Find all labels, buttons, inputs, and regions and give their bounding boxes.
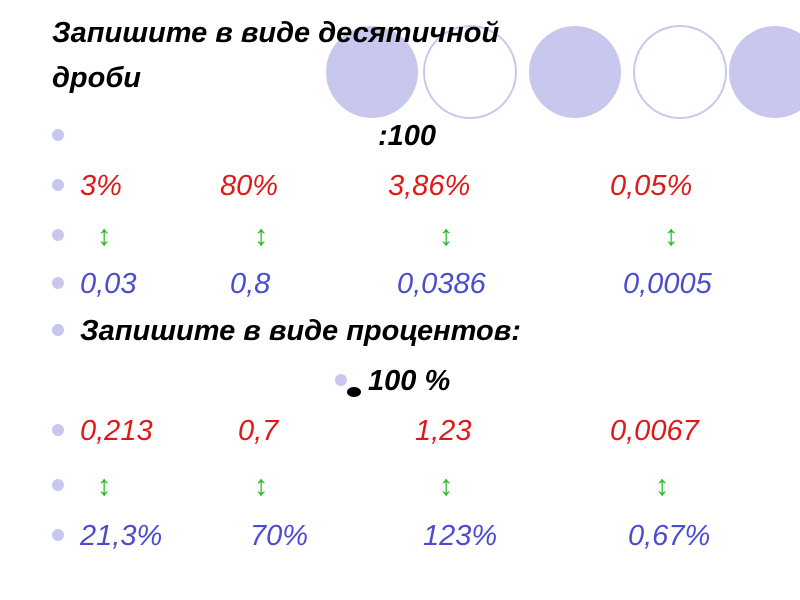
arrow: ↕ (97, 470, 112, 502)
arrow: ↕ (655, 470, 670, 502)
bullet (52, 324, 64, 336)
percent: 21,3% (79, 520, 162, 552)
circle (423, 25, 517, 119)
decimal: 0,7 (238, 415, 280, 447)
circle (729, 26, 800, 118)
bullet (52, 229, 64, 241)
title: Запишите в виде десятичной (52, 17, 499, 49)
arrow: ↕ (97, 220, 112, 252)
title: дроби (52, 62, 141, 94)
percent: 3,86% (388, 170, 470, 202)
arrow: ↕ (664, 220, 679, 252)
decimal: 0,8 (230, 268, 270, 300)
rule: 100 % (368, 365, 450, 397)
decimal: 0,0067 (610, 415, 701, 447)
circle (326, 26, 418, 118)
decimal: 0,0386 (397, 268, 487, 300)
percent: 0,05% (610, 170, 692, 202)
bullet (52, 277, 64, 289)
decoration (326, 25, 800, 119)
bullet (52, 479, 64, 491)
decimal: 1,23 (415, 415, 471, 447)
decimal: 0,03 (80, 268, 136, 300)
percent: 70% (250, 520, 308, 552)
bullet (52, 129, 64, 141)
arrow: ↕ (439, 470, 454, 502)
bullets (52, 129, 361, 541)
decimal: 0,213 (80, 415, 153, 447)
rule: :100 (378, 120, 436, 152)
bullet (52, 424, 64, 436)
percent: 0,67% (628, 520, 710, 552)
arrow: ↕ (439, 220, 454, 252)
circle (529, 26, 621, 118)
percent: 3% (80, 170, 122, 202)
decimal: 0,0005 (623, 268, 713, 300)
heading: Запишите в виде процентов: (80, 315, 521, 347)
bullet (335, 374, 347, 386)
bullet (52, 179, 64, 191)
arrow: ↕ (254, 220, 269, 252)
percent: 80% (220, 170, 278, 202)
circle (633, 25, 727, 119)
percent: 123% (423, 520, 497, 552)
bullet (52, 529, 64, 541)
arrow: ↕ (254, 470, 269, 502)
dot (347, 387, 361, 397)
